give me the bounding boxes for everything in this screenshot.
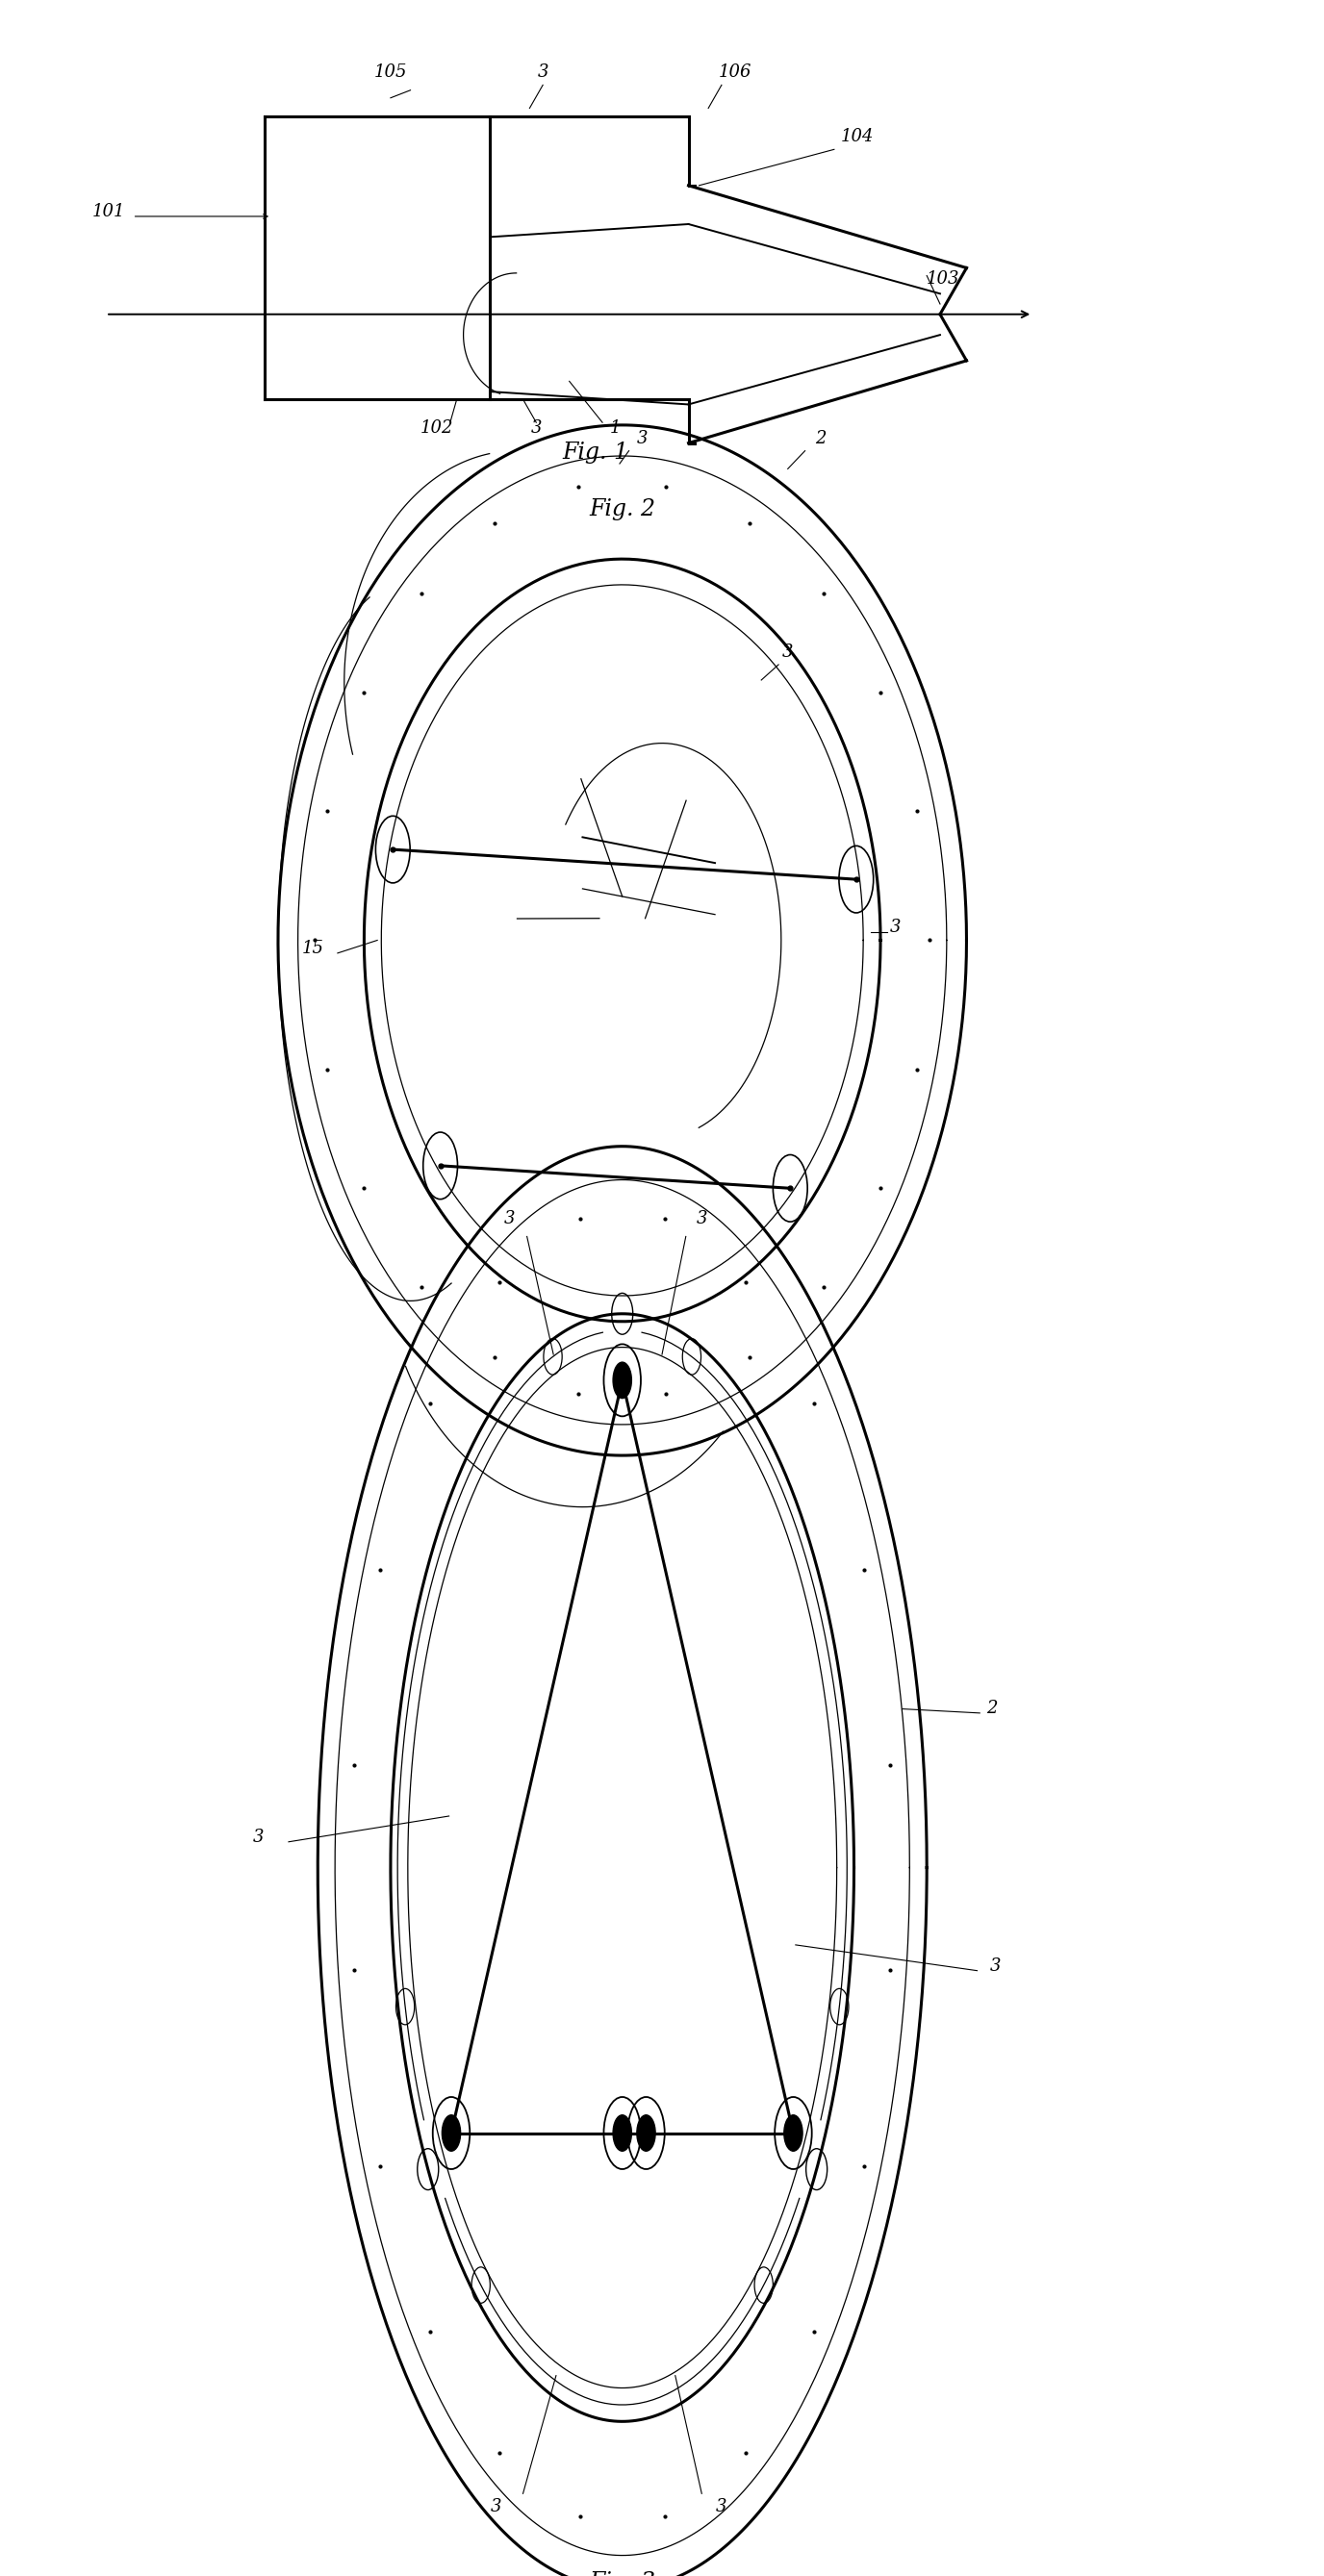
Circle shape	[637, 2115, 655, 2151]
Text: Fig. 2: Fig. 2	[589, 497, 655, 520]
Text: 3: 3	[253, 1829, 263, 1844]
Text: 3: 3	[782, 644, 793, 659]
Text: 3: 3	[538, 64, 548, 80]
Text: 103: 103	[927, 270, 960, 286]
Text: 15: 15	[302, 940, 324, 956]
Text: Fig. 3: Fig. 3	[589, 2571, 655, 2576]
Circle shape	[613, 2115, 632, 2151]
Circle shape	[613, 1363, 632, 1399]
Circle shape	[442, 2115, 461, 2151]
Text: 3: 3	[491, 2499, 502, 2514]
Text: 105: 105	[373, 64, 408, 80]
Text: 104: 104	[841, 129, 874, 144]
Circle shape	[784, 2115, 802, 2151]
Text: 3: 3	[890, 920, 900, 935]
Text: 102: 102	[420, 420, 454, 435]
Text: 3: 3	[531, 420, 542, 435]
Text: 3: 3	[990, 1958, 1001, 1973]
Text: 3: 3	[716, 2499, 727, 2514]
Text: 3: 3	[637, 430, 647, 446]
Text: 1: 1	[610, 420, 621, 435]
Text: 101: 101	[93, 204, 126, 219]
Text: 106: 106	[718, 64, 752, 80]
Text: 2: 2	[986, 1700, 997, 1716]
Text: 2: 2	[816, 430, 826, 446]
Text: Fig. 1: Fig. 1	[563, 440, 629, 464]
Text: 3: 3	[504, 1211, 515, 1226]
Text: 3: 3	[696, 1211, 707, 1226]
